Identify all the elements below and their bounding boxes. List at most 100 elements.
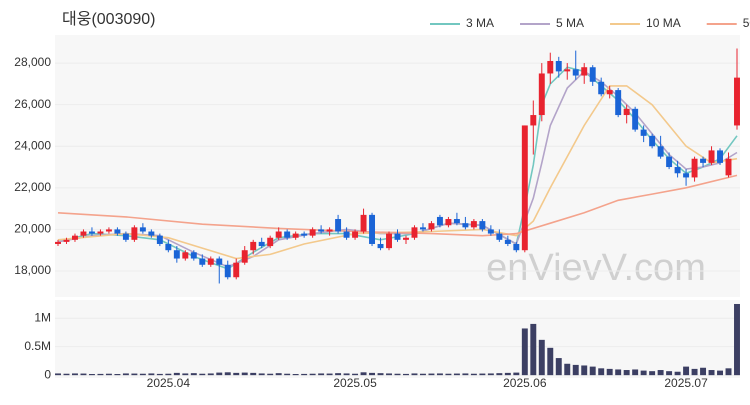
volume-bar bbox=[479, 373, 486, 376]
volume-bar bbox=[411, 373, 418, 376]
volume-bar bbox=[555, 358, 562, 376]
candle-body bbox=[674, 167, 681, 174]
candle-body bbox=[683, 173, 690, 178]
volume-bar bbox=[470, 373, 477, 376]
candle-body bbox=[233, 262, 240, 278]
candle-body bbox=[640, 129, 647, 136]
volume-bar bbox=[233, 372, 240, 376]
candle-body bbox=[216, 258, 223, 265]
candle-body bbox=[394, 233, 401, 240]
candle-body bbox=[80, 231, 87, 236]
volume-bar bbox=[250, 372, 257, 376]
volume-bar bbox=[72, 373, 78, 376]
volume-bar bbox=[403, 373, 409, 376]
candle-body bbox=[555, 60, 562, 72]
candle-body bbox=[301, 233, 308, 236]
volume-bar bbox=[165, 373, 172, 376]
candle-body bbox=[496, 233, 503, 240]
volume-bar bbox=[343, 373, 350, 376]
volume-bar bbox=[182, 373, 189, 376]
candle-body bbox=[521, 125, 528, 251]
candle-body bbox=[657, 146, 664, 157]
volume-bar bbox=[445, 373, 452, 376]
candle-body bbox=[258, 241, 265, 247]
volume-bar bbox=[632, 369, 639, 376]
volume-bar bbox=[156, 373, 163, 376]
volume-bar bbox=[88, 374, 95, 376]
candle-body bbox=[504, 239, 511, 244]
volume-bar bbox=[564, 363, 571, 376]
volume-bar bbox=[708, 370, 715, 376]
price-panel bbox=[55, 35, 740, 297]
volume-bar bbox=[122, 373, 129, 376]
candle-body bbox=[462, 223, 469, 228]
candle-body bbox=[199, 258, 206, 265]
volume-bar bbox=[190, 373, 197, 376]
volume-bar bbox=[267, 373, 274, 376]
volume-bar bbox=[572, 364, 579, 376]
volume-bar bbox=[513, 372, 520, 376]
candle-body bbox=[139, 227, 146, 232]
candle-body bbox=[530, 115, 537, 126]
volume-bar bbox=[105, 373, 112, 376]
volume-bar bbox=[369, 372, 376, 376]
x-tick-label: 2025.04 bbox=[147, 376, 191, 390]
y-tick-label: 22,000 bbox=[14, 180, 51, 194]
volume-bar bbox=[377, 373, 384, 376]
volume-panel bbox=[55, 300, 740, 378]
volume-bar bbox=[318, 373, 325, 376]
volume-bar bbox=[496, 373, 503, 376]
volume-bar bbox=[173, 372, 180, 376]
volume-bar bbox=[734, 303, 740, 376]
volume-bar bbox=[131, 373, 138, 376]
volume-bar bbox=[207, 373, 214, 376]
candle-body bbox=[734, 77, 740, 126]
volume-bar bbox=[148, 373, 155, 376]
volume-bar bbox=[419, 373, 426, 376]
candle-body bbox=[411, 227, 418, 238]
volume-bar bbox=[436, 373, 443, 376]
candle-body bbox=[564, 69, 571, 72]
candle-body bbox=[165, 243, 172, 251]
candle-body bbox=[267, 237, 274, 247]
candle-body bbox=[700, 158, 707, 163]
volume-bar bbox=[547, 347, 554, 376]
volume-bar bbox=[717, 370, 723, 376]
volume-bar bbox=[453, 373, 460, 376]
volume-bar bbox=[504, 372, 511, 376]
volume-bar bbox=[649, 371, 656, 376]
candle-body bbox=[292, 233, 299, 238]
candle-body bbox=[182, 252, 189, 259]
candle-body bbox=[445, 219, 452, 226]
volume-bar bbox=[97, 373, 104, 376]
candle-body bbox=[428, 223, 435, 230]
candle-body bbox=[173, 250, 180, 259]
volume-bar bbox=[530, 323, 537, 376]
volume-bar bbox=[63, 373, 70, 376]
legend-label: 50 MA bbox=[743, 16, 750, 30]
candle-body bbox=[88, 231, 95, 234]
volume-bar bbox=[683, 366, 690, 376]
volume-bar bbox=[691, 368, 698, 376]
y-tick-label: 20,000 bbox=[14, 222, 51, 236]
volume-bar bbox=[623, 370, 630, 376]
candle-body bbox=[615, 90, 622, 116]
y-tick-label: 0 bbox=[44, 367, 51, 381]
volume-bar bbox=[360, 372, 367, 376]
volume-bar bbox=[606, 368, 613, 376]
volume-bar bbox=[292, 374, 299, 376]
volume-bar bbox=[80, 373, 87, 376]
volume-bar bbox=[386, 373, 392, 376]
candle-body bbox=[377, 243, 384, 249]
volume-bar bbox=[657, 370, 664, 376]
y-tick-label: 0.5M bbox=[24, 339, 51, 353]
candle-body bbox=[156, 235, 163, 244]
candle-body bbox=[224, 264, 231, 278]
candle-body bbox=[572, 69, 579, 76]
volume-bar bbox=[700, 367, 707, 376]
candle-body bbox=[318, 229, 325, 232]
x-tick-label: 2025.07 bbox=[664, 376, 708, 390]
x-tick-label: 2025.05 bbox=[333, 376, 377, 390]
x-tick-label: 2025.06 bbox=[503, 376, 547, 390]
